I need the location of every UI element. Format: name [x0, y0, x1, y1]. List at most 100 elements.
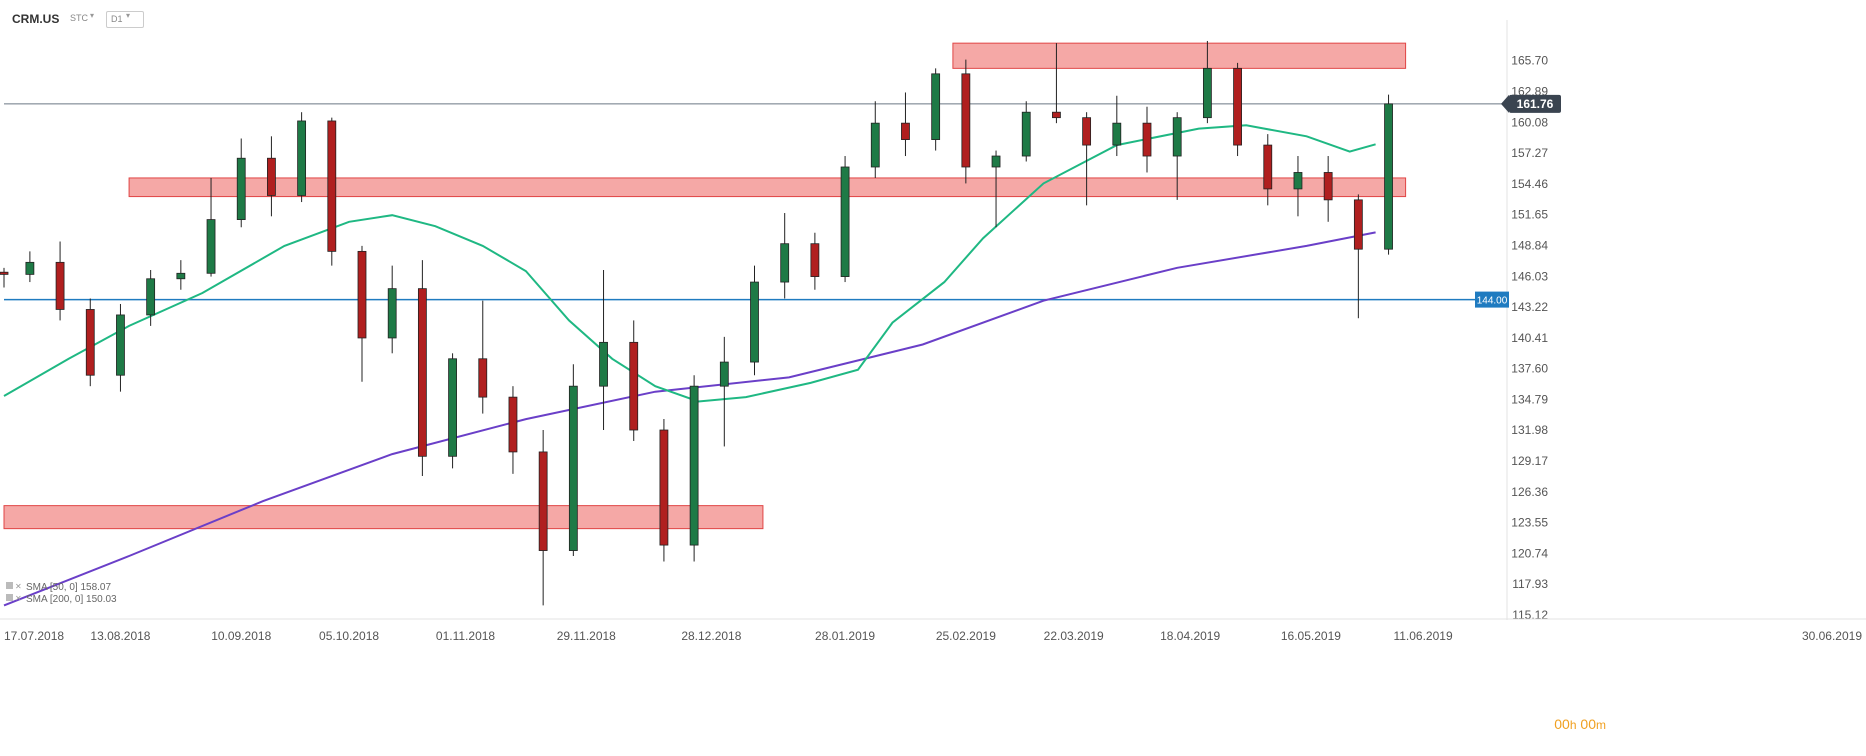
y-tick-label: 120.74	[1511, 546, 1548, 560]
indicator-settings-icon	[6, 594, 13, 601]
candle-body	[448, 358, 457, 457]
y-tick-label: 151.65	[1511, 208, 1548, 222]
candle-body	[750, 281, 759, 363]
candle-body	[1202, 67, 1212, 119]
candle-body	[1384, 103, 1393, 250]
timer-hours: 00	[1554, 716, 1570, 732]
sma50-legend: SMA [50, 0] 158.07	[26, 582, 111, 593]
y-tick-label: 160.08	[1511, 115, 1548, 129]
chevron-down-icon[interactable]: ▾	[126, 11, 131, 20]
candle-body	[478, 358, 488, 398]
y-tick-label: 148.84	[1511, 238, 1548, 252]
chart-toolbar: CRM.US STC ▾ D1 ▾	[0, 0, 600, 30]
candle-body	[961, 73, 971, 168]
resistance-zone	[3, 505, 764, 530]
indicator-close-icon: ✕	[15, 594, 22, 603]
x-tick-label: 22.03.2019	[1044, 629, 1104, 643]
candle-body	[1142, 122, 1152, 157]
last-price-badge	[1509, 94, 1561, 113]
candle-body	[689, 385, 699, 546]
candle-body	[387, 288, 397, 339]
x-tick-label: 01.11.2018	[436, 629, 495, 643]
candle-layer	[0, 40, 1393, 606]
timer-minutes: 00	[1580, 716, 1596, 732]
chevron-down-icon[interactable]: ▾	[90, 11, 95, 20]
candle-body	[85, 309, 95, 376]
x-tick-label: 10.09.2018	[211, 629, 271, 643]
candle-body	[176, 272, 186, 280]
y-tick-label: 154.46	[1511, 177, 1548, 191]
candle-body	[508, 396, 518, 453]
candle-body	[659, 429, 669, 546]
x-tick-label: 28.12.2018	[681, 629, 741, 643]
candle-body	[780, 243, 790, 283]
y-tick-label: 140.41	[1511, 331, 1548, 345]
x-tick-label: 29.11.2018	[557, 629, 616, 643]
candle-body	[870, 122, 880, 168]
candle-body	[991, 155, 1001, 168]
y-tick-label: 134.79	[1511, 392, 1548, 406]
y-tick-label: 137.60	[1511, 362, 1548, 376]
x-tick-label: 11.06.2019	[1393, 629, 1452, 643]
y-tick-label: 157.27	[1511, 146, 1548, 160]
x-tick-label: 13.08.2018	[90, 629, 150, 643]
indicator-settings-icon	[6, 582, 13, 589]
candle-body	[357, 250, 367, 339]
x-tick-label: 18.04.2019	[1160, 629, 1220, 643]
candle-body	[25, 261, 35, 275]
candle-body	[116, 314, 125, 376]
symbol-label[interactable]: CRM.US	[12, 12, 60, 26]
candle-body	[599, 341, 608, 387]
candle-body	[629, 341, 639, 431]
candle-body	[538, 451, 548, 551]
candle-body	[1233, 67, 1242, 146]
x-tick-label: 25.02.2019	[936, 629, 996, 643]
candle-body	[297, 120, 307, 196]
timeframe-selector[interactable]: D1	[106, 11, 144, 28]
candle-body	[1021, 111, 1031, 157]
candle-body	[267, 157, 276, 196]
candle-body	[206, 219, 216, 274]
y-tick-label: 117.93	[1512, 577, 1548, 591]
hline-badge	[1475, 291, 1509, 308]
candle-body	[1353, 199, 1363, 250]
x-tick-label: 05.10.2018	[319, 629, 379, 643]
x-tick-label: 16.05.2019	[1281, 629, 1341, 643]
y-tick-label: 115.12	[1512, 608, 1548, 622]
candle-body	[327, 120, 337, 252]
resistance-zone	[952, 42, 1407, 69]
x-tick-label: 28.01.2019	[815, 629, 875, 643]
y-axis: 165.70162.89160.08157.27154.46151.65148.…	[1475, 20, 1561, 622]
y-tick-label: 123.55	[1511, 516, 1548, 530]
candle-body	[236, 157, 246, 220]
y-tick-label: 129.17	[1511, 454, 1548, 468]
candle-body	[1293, 172, 1303, 190]
candle-body	[840, 166, 850, 277]
candle-body	[1112, 122, 1122, 146]
y-tick-label: 143.22	[1511, 300, 1548, 314]
y-tick-label: 131.98	[1511, 423, 1548, 437]
candle-body	[146, 278, 156, 316]
candle-body	[1263, 144, 1273, 190]
x-tick-label: 30.06.2019	[1802, 629, 1862, 643]
candle-body	[568, 385, 578, 551]
indicator-close-icon: ✕	[15, 582, 22, 591]
resistance-zone	[128, 177, 1407, 198]
y-tick-label: 126.36	[1511, 485, 1548, 499]
candle-body	[0, 271, 9, 275]
last-price-label: 161.76	[1517, 97, 1554, 111]
hline-label: 144.00	[1477, 296, 1508, 307]
y-tick-label: 165.70	[1511, 54, 1548, 68]
candle-body	[1323, 172, 1333, 201]
indicator-legend: ✕ SMA [50, 0] 158.07 ✕ SMA [200, 0] 150.03	[6, 582, 117, 605]
candle-timer: 00h 00m	[1554, 716, 1606, 732]
x-axis: 17.07.2018 13.08.2018 10.09.2018 05.10.2018…	[0, 618, 1866, 643]
candle-body	[931, 73, 941, 140]
candle-body	[1172, 117, 1182, 157]
last-price-badge-arrow	[1501, 94, 1509, 113]
mode-selector[interactable]: STC	[70, 13, 88, 23]
x-tick-label: 17.07.2018	[4, 629, 64, 643]
candle-body	[810, 243, 820, 277]
candle-body	[719, 361, 729, 387]
